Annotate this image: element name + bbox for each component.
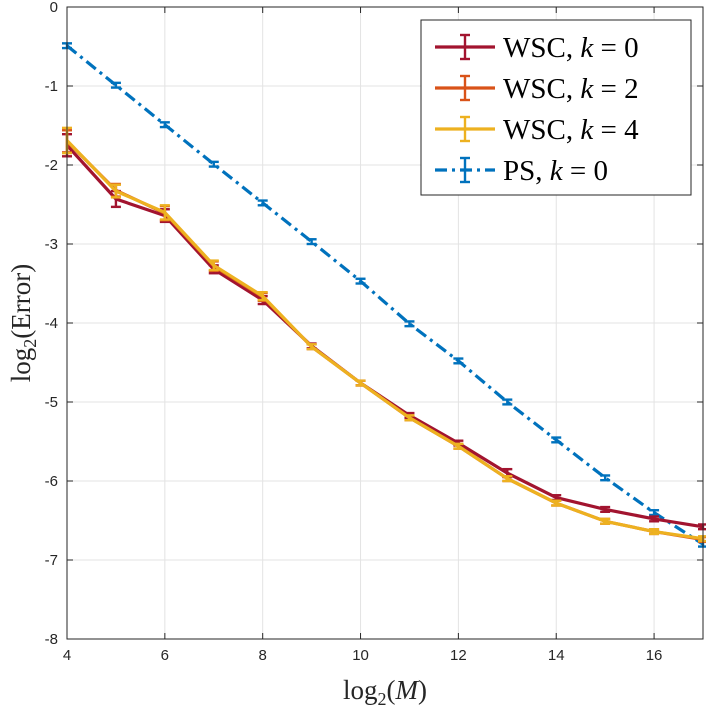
x-tick-label: 14: [548, 647, 565, 664]
y-tick-label: -3: [45, 236, 58, 253]
error-bar: [110, 81, 121, 89]
error-bar: [110, 183, 121, 199]
error-bar: [600, 505, 611, 514]
y-tick-label: -8: [45, 631, 58, 648]
error-bar: [159, 204, 170, 221]
error-bar: [600, 517, 611, 525]
legend-entry: WSC, k = 0: [435, 32, 639, 64]
error-bar: [551, 436, 562, 444]
x-tick-label: 10: [352, 647, 369, 664]
error-bar: [649, 527, 660, 536]
error-bar: [306, 343, 317, 351]
error-bar: [453, 442, 464, 450]
legend-label: WSC, k = 4: [503, 114, 639, 146]
legend-label: WSC, k = 0: [503, 32, 639, 64]
y-tick-label: -7: [45, 552, 58, 569]
x-tick-label: 8: [259, 647, 267, 664]
x-tick-label: 12: [450, 647, 467, 664]
error-bar: [502, 475, 513, 483]
x-tick-label: 6: [161, 647, 169, 664]
x-axis-label: log2(M): [343, 675, 427, 708]
error-bar: [208, 160, 219, 168]
y-tick-label: -2: [45, 157, 58, 174]
y-tick-label: 0: [50, 0, 58, 16]
x-tick-label: 4: [63, 647, 71, 664]
error-bar: [502, 398, 513, 406]
axis-ticks: 4 6 8 10 12 14 16 0 -1 -2 -3 -4 -5 -6 -7 -8: [45, 0, 703, 664]
error-bar: [551, 499, 562, 507]
error-bar: [257, 199, 268, 207]
y-tick-label: -4: [45, 315, 58, 332]
error-bar: [306, 238, 317, 246]
error-bar: [355, 379, 366, 387]
legend: WSC, k = 0 WSC, k = 2 WSC, k = 4 PS, k = 0: [420, 19, 692, 196]
y-tick-label: -5: [45, 394, 58, 411]
error-bar: [159, 121, 170, 129]
y-axis-label: log2(Error): [6, 264, 40, 382]
error-bar: [649, 509, 660, 517]
error-bar: [404, 320, 415, 328]
legend-entry: PS, k = 0: [435, 155, 608, 187]
error-bar: [600, 474, 611, 482]
y-tick-label: -6: [45, 473, 58, 490]
x-tick-label: 16: [646, 647, 663, 664]
legend-entry: WSC, k = 4: [435, 114, 639, 146]
error-bar: [355, 277, 366, 285]
y-tick-label: -1: [45, 78, 58, 95]
error-bar: [404, 414, 415, 422]
error-bar: [257, 290, 268, 302]
error-bar: [649, 515, 660, 523]
legend-entry: WSC, k = 2: [435, 73, 639, 105]
error-bar: [453, 357, 464, 365]
legend-label: PS, k = 0: [503, 155, 608, 187]
series-line: [65, 139, 704, 541]
error-bar: [208, 259, 219, 272]
series-line: [65, 44, 704, 546]
legend-label: WSC, k = 2: [503, 73, 639, 105]
